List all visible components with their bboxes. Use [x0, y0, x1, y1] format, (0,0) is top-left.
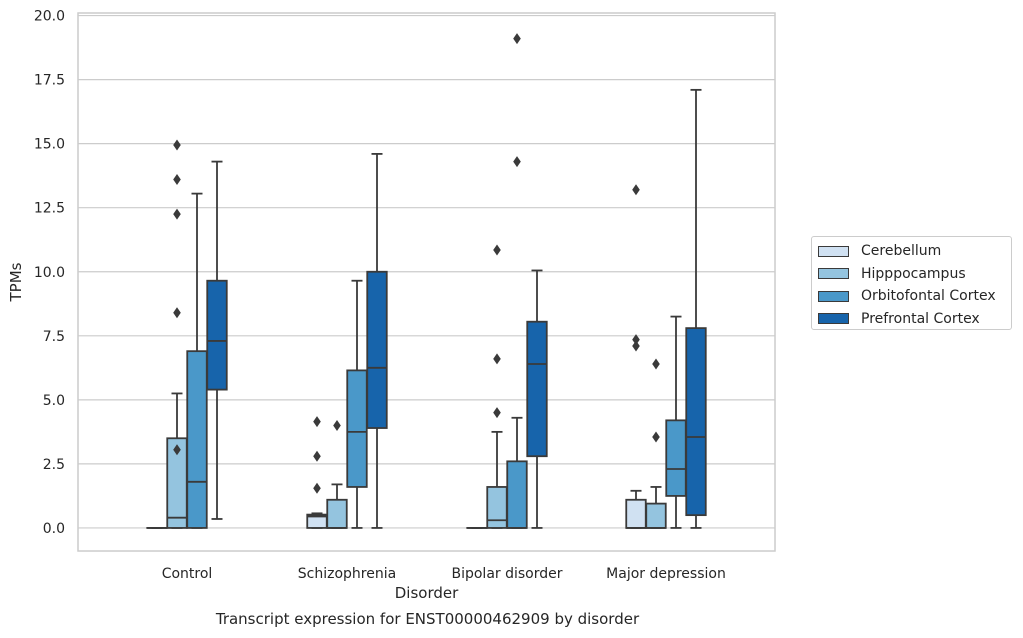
- outlier-point: [652, 431, 660, 443]
- outlier-point: [173, 139, 181, 151]
- box-1-2: [346, 279, 368, 529]
- x-tick-label: Bipolar disorder: [451, 566, 562, 582]
- legend-swatch: [818, 268, 849, 280]
- legend: Cerebellum Hipppocampus Orbitofontal Cor…: [811, 236, 1012, 330]
- outlier-point: [173, 208, 181, 220]
- box-3-3: [685, 88, 707, 529]
- outlier-point: [313, 416, 321, 428]
- outlier-point: [313, 482, 321, 494]
- legend-item-hippocampus: Hipppocampus: [818, 263, 1011, 286]
- box-iqr: [346, 369, 368, 488]
- box-0-2: [186, 192, 208, 529]
- outlier-point: [493, 244, 501, 256]
- y-axis-label: TPMs: [7, 262, 25, 302]
- box-3-0: [625, 184, 647, 529]
- y-tick-label: 10.0: [34, 265, 65, 281]
- outlier-point: [632, 334, 640, 346]
- y-tick-label: 7.5: [43, 329, 65, 345]
- box-iqr: [665, 419, 687, 497]
- box-1-1: [326, 419, 348, 529]
- box-iqr: [326, 498, 348, 529]
- legend-label: Cerebellum: [861, 243, 942, 260]
- box-1-3: [366, 153, 388, 529]
- y-tick-label: 12.5: [34, 201, 65, 217]
- legend-swatch: [818, 245, 849, 257]
- plot-area-frame: [77, 12, 776, 552]
- legend-swatch: [818, 313, 849, 325]
- box-iqr: [645, 502, 667, 529]
- outlier-point: [333, 419, 341, 431]
- box-2-1: [486, 244, 508, 529]
- box-2-3: [526, 269, 548, 529]
- box-0-1: [166, 139, 188, 529]
- y-tick-label: 5.0: [43, 393, 65, 409]
- x-tick-label: Control: [162, 566, 213, 582]
- legend-swatch: [818, 290, 849, 302]
- box-iqr: [685, 327, 707, 517]
- legend-item-orbitofrontal-cortex: Orbitofontal Cortex: [818, 285, 1011, 308]
- x-axis-ticks: Control Schizophrenia Bipolar disorder Majo…: [162, 566, 726, 582]
- box-iqr: [186, 350, 208, 529]
- outlier-point: [652, 358, 660, 370]
- box-groups: [146, 33, 707, 529]
- x-tick-label: Major depression: [606, 566, 726, 582]
- box-iqr: [526, 320, 548, 458]
- outlier-point: [513, 156, 521, 168]
- y-axis-ticks: 0.0 2.5 5.0 7.5 10.0 12.5 15.0 17.5 20.0: [34, 9, 65, 537]
- outlier-point: [173, 174, 181, 186]
- outlier-point: [632, 184, 640, 196]
- outlier-point: [173, 307, 181, 319]
- legend-item-prefrontal-cortex: Prefrontal Cortex: [818, 308, 1011, 331]
- legend-label: Hipppocampus: [861, 265, 966, 282]
- x-axis-label: Disorder: [395, 584, 459, 602]
- outlier-point: [513, 33, 521, 45]
- legend-label: Orbitofontal Cortex: [861, 288, 996, 305]
- outlier-point: [493, 407, 501, 419]
- box-iqr: [366, 270, 388, 429]
- y-tick-label: 20.0: [34, 9, 65, 25]
- box-1-0: [306, 416, 328, 529]
- y-tick-label: 0.0: [43, 521, 65, 537]
- x-tick-label: Schizophrenia: [298, 566, 396, 582]
- outlier-point: [493, 353, 501, 365]
- box-iqr: [625, 498, 647, 529]
- box-3-2: [665, 315, 687, 529]
- box-3-1: [645, 358, 667, 529]
- y-tick-label: 2.5: [43, 457, 65, 473]
- outlier-point: [632, 340, 640, 352]
- box-2-2: [506, 33, 528, 529]
- outlier-point: [313, 450, 321, 462]
- box-iqr: [206, 279, 228, 391]
- legend-label: Prefrontal Cortex: [861, 310, 980, 327]
- box-iqr: [506, 460, 528, 529]
- y-tick-label: 15.0: [34, 137, 65, 153]
- legend-item-cerebellum: Cerebellum: [818, 240, 1011, 263]
- box-0-3: [206, 160, 228, 520]
- y-tick-label: 17.5: [34, 73, 65, 89]
- outlier-point: [173, 444, 181, 456]
- box-iqr: [486, 486, 508, 529]
- figure-caption: Transcript expression for ENST0000046290…: [215, 610, 640, 628]
